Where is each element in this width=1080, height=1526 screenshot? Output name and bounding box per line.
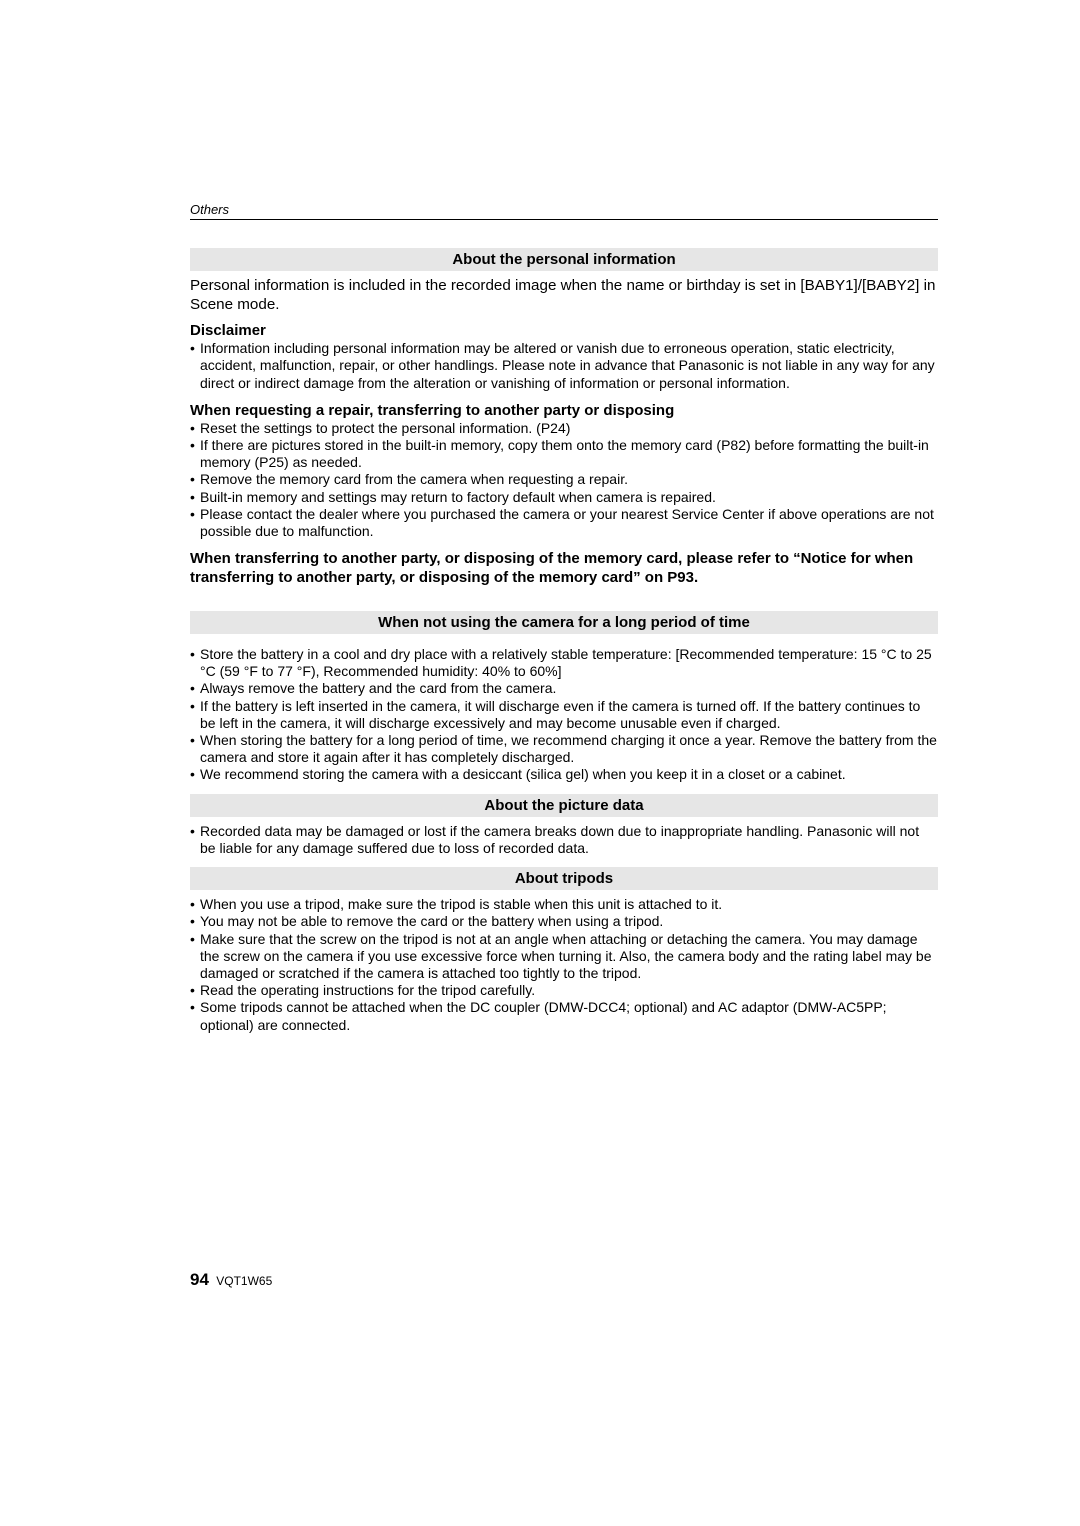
list-item: When you use a tripod, make sure the tri… <box>190 896 938 913</box>
list-item: You may not be able to remove the card o… <box>190 913 938 930</box>
list-item: Reset the settings to protect the person… <box>190 420 938 437</box>
page-number: 94 <box>190 1270 209 1289</box>
list-item: If there are pictures stored in the buil… <box>190 437 938 471</box>
list-item: Read the operating instructions for the … <box>190 982 938 999</box>
list-item: Remove the memory card from the camera w… <box>190 471 938 488</box>
list-item: Store the battery in a cool and dry plac… <box>190 646 938 680</box>
repair-heading: When requesting a repair, transferring t… <box>190 402 938 419</box>
list-item: Information including personal informati… <box>190 340 938 392</box>
heading-tripods: About tripods <box>190 867 938 890</box>
list-item: If the battery is left inserted in the c… <box>190 698 938 732</box>
page-content: Others About the personal information Pe… <box>0 0 1080 1034</box>
list-item: When storing the battery for a long peri… <box>190 732 938 766</box>
list-item: Always remove the battery and the card f… <box>190 680 938 697</box>
picture-data-list: Recorded data may be damaged or lost if … <box>190 823 938 857</box>
list-item: Make sure that the screw on the tripod i… <box>190 931 938 983</box>
list-item: Built-in memory and settings may return … <box>190 489 938 506</box>
personal-info-intro: Personal information is included in the … <box>190 277 938 314</box>
not-using-list: Store the battery in a cool and dry plac… <box>190 646 938 784</box>
transfer-note: When transferring to another party, or d… <box>190 550 938 587</box>
tripods-list: When you use a tripod, make sure the tri… <box>190 896 938 1034</box>
disclaimer-heading: Disclaimer <box>190 322 938 339</box>
section-label: Others <box>190 202 938 220</box>
list-item: Recorded data may be damaged or lost if … <box>190 823 938 857</box>
heading-not-using: When not using the camera for a long per… <box>190 611 938 634</box>
doc-code: VQT1W65 <box>216 1274 272 1288</box>
disclaimer-list: Information including personal informati… <box>190 340 938 392</box>
repair-list: Reset the settings to protect the person… <box>190 420 938 541</box>
heading-picture-data: About the picture data <box>190 794 938 817</box>
heading-personal-info: About the personal information <box>190 248 938 271</box>
page-footer: 94 VQT1W65 <box>190 1270 272 1290</box>
list-item: Please contact the dealer where you purc… <box>190 506 938 540</box>
list-item: Some tripods cannot be attached when the… <box>190 999 938 1033</box>
list-item: We recommend storing the camera with a d… <box>190 766 938 783</box>
